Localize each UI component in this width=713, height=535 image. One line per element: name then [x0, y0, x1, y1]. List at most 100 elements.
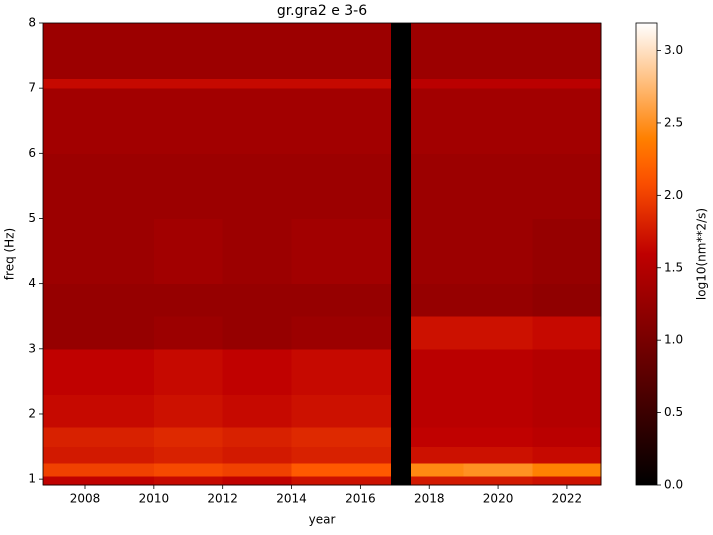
y-tick-label: 1	[28, 472, 36, 486]
heat-cell	[410, 446, 465, 464]
heat-cell	[410, 283, 465, 317]
heat-cell	[463, 23, 533, 79]
heat-cell	[532, 88, 602, 154]
colorbar-tick-label: 1.0	[664, 333, 683, 347]
heat-cell	[463, 462, 533, 477]
y-tick-label: 6	[28, 146, 36, 160]
heat-cell	[291, 78, 392, 89]
heat-cell	[84, 88, 155, 154]
heat-cell	[153, 153, 224, 219]
heat-cell	[391, 316, 412, 350]
heat-cell	[84, 153, 155, 219]
heat-cell	[222, 475, 293, 486]
heat-cell	[84, 427, 155, 448]
y-tick-label: 4	[28, 276, 36, 290]
heat-cell	[410, 78, 465, 89]
heat-cell	[222, 348, 293, 395]
heat-cell	[222, 88, 293, 154]
heat-cell	[84, 78, 155, 89]
heat-cell	[291, 348, 392, 395]
heat-cell	[222, 446, 293, 464]
x-tick-label: 2008	[70, 492, 101, 506]
heat-cell	[463, 475, 533, 486]
heat-cell	[532, 394, 602, 428]
heat-cell	[153, 394, 224, 428]
heat-cell	[291, 23, 392, 79]
heat-cell	[43, 348, 86, 395]
heat-cell	[391, 153, 412, 219]
x-tick-label: 2010	[139, 492, 170, 506]
heat-cell	[84, 283, 155, 317]
y-tick-label: 7	[28, 81, 36, 95]
heat-cell	[153, 218, 224, 285]
heat-cell	[291, 316, 392, 350]
heat-cell	[410, 88, 465, 154]
heat-cell	[43, 153, 86, 219]
heat-cell	[43, 23, 86, 79]
heat-cell	[532, 23, 602, 79]
heat-cell	[391, 348, 412, 395]
heat-cell	[291, 88, 392, 154]
heat-cell	[410, 394, 465, 428]
heat-cell	[391, 23, 412, 79]
heat-cell	[43, 462, 86, 477]
x-tick-label: 2018	[414, 492, 445, 506]
heat-cell	[153, 348, 224, 395]
heat-cell	[43, 78, 86, 89]
heat-cell	[153, 316, 224, 350]
heat-cell	[532, 316, 602, 350]
y-tick-label: 5	[28, 211, 36, 225]
colorbar-tick-label: 1.5	[664, 260, 683, 274]
heat-cell	[291, 427, 392, 448]
heat-cell	[222, 394, 293, 428]
heat-cell	[463, 446, 533, 464]
x-tick-label: 2020	[483, 492, 514, 506]
heat-cell	[222, 427, 293, 448]
heat-cell	[391, 218, 412, 285]
heat-cell	[391, 427, 412, 448]
x-tick-label: 2014	[276, 492, 307, 506]
heat-cell	[463, 427, 533, 448]
heat-cell	[391, 78, 412, 89]
heat-cell	[153, 446, 224, 464]
heat-cell	[391, 394, 412, 428]
heat-cell	[532, 283, 602, 317]
heat-cell	[43, 218, 86, 285]
heat-cell	[222, 462, 293, 477]
heat-cell	[153, 427, 224, 448]
heat-cell	[463, 88, 533, 154]
y-tick-label: 8	[28, 16, 36, 30]
heat-cell	[153, 462, 224, 477]
heat-cell	[463, 153, 533, 219]
heat-cell	[410, 475, 465, 486]
heat-cell	[291, 394, 392, 428]
heat-cell	[153, 88, 224, 154]
y-axis-label: freq (Hz)	[3, 228, 17, 280]
heat-cell	[532, 475, 602, 486]
heat-cell	[532, 427, 602, 448]
heat-cell	[222, 316, 293, 350]
x-axis-label: year	[309, 513, 336, 527]
colorbar-tick-label: 0.0	[664, 478, 683, 492]
heat-cell	[463, 218, 533, 285]
heat-cell	[222, 78, 293, 89]
heat-cell	[532, 446, 602, 464]
heat-cell	[463, 394, 533, 428]
heat-cell	[84, 316, 155, 350]
heat-cell	[84, 348, 155, 395]
heat-cell	[222, 218, 293, 285]
heat-cell	[43, 283, 86, 317]
heat-cell	[291, 446, 392, 464]
heat-cell	[222, 23, 293, 79]
heat-cell	[43, 475, 86, 486]
x-tick-label: 2012	[207, 492, 238, 506]
heat-cell	[532, 462, 602, 477]
x-tick-label: 2022	[552, 492, 583, 506]
heat-cell	[84, 218, 155, 285]
heat-cell	[410, 153, 465, 219]
heat-cell	[391, 475, 412, 486]
heat-cell	[291, 475, 392, 486]
heat-cell	[532, 153, 602, 219]
heat-cell	[84, 462, 155, 477]
